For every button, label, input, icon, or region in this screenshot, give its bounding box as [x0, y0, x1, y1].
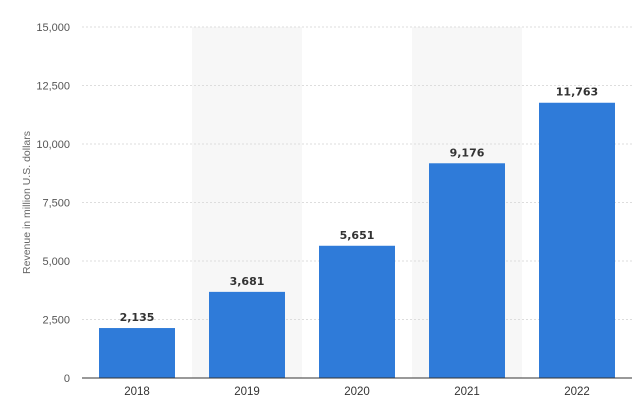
- data-label-2022: 11,763: [556, 86, 598, 99]
- bars: [99, 102, 615, 379]
- y-axis-ticks: 0 2,500 5,000 7,500 10,000 12,500 15,000: [36, 22, 70, 385]
- y-tick-label: 15,000: [36, 22, 70, 34]
- bar-2019[interactable]: [209, 291, 285, 378]
- bar-2022[interactable]: [539, 102, 615, 379]
- y-axis-title: Revenue in million U.S. dollars: [21, 131, 33, 274]
- bar-2021[interactable]: [429, 163, 505, 378]
- x-tick-label-2021: 2021: [454, 386, 480, 398]
- y-tick-label: 2,500: [42, 315, 70, 327]
- x-axis-ticks: 2018 2019 2020 2021 2022: [124, 386, 590, 398]
- y-tick-label: 10,000: [36, 139, 70, 151]
- data-labels: 2,135 3,681 5,651 9,176 11,763: [120, 86, 599, 324]
- y-tick-label: 5,000: [42, 256, 70, 268]
- data-label-2020: 5,651: [340, 229, 375, 242]
- bar-2018[interactable]: [99, 328, 175, 378]
- x-tick-label-2018: 2018: [124, 386, 150, 398]
- bar-2020[interactable]: [319, 245, 395, 378]
- y-tick-label: 12,500: [36, 81, 70, 93]
- data-label-2018: 2,135: [120, 311, 155, 324]
- data-label-2019: 3,681: [230, 275, 265, 288]
- x-tick-label-2019: 2019: [234, 386, 260, 398]
- x-tick-label-2022: 2022: [564, 386, 590, 398]
- data-label-2021: 9,176: [450, 146, 485, 159]
- y-tick-label: 0: [64, 373, 70, 385]
- y-tick-label: 7,500: [42, 198, 70, 210]
- x-tick-label-2020: 2020: [344, 386, 370, 398]
